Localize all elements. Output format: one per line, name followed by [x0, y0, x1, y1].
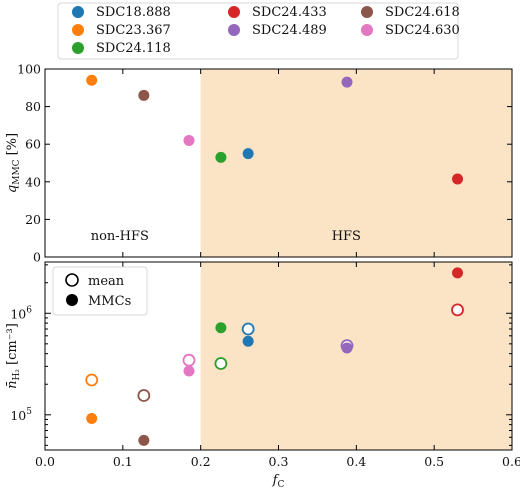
x-tick-label: 0.5 — [424, 454, 444, 469]
legend: SDC18.888 SDC24.433 SDC24.618 SDC23.367 SDC2… — [57, 2, 460, 60]
mmc-point-sdc24.118 — [215, 322, 227, 334]
mmc-point-sdc24.630 — [183, 365, 195, 377]
data-point-sdc24.433 — [452, 173, 464, 185]
y-tick-exponent: 6 — [26, 305, 32, 315]
mmc-point-sdc24.489 — [341, 342, 353, 354]
legend-label: SDC18.888 — [96, 5, 171, 20]
mmc-point-sdc24.433 — [452, 267, 464, 279]
hfs-shaded-region-top — [200, 69, 512, 257]
mean-point-sdc18.888 — [241, 322, 255, 336]
mean-point-sdc24.433 — [451, 303, 464, 317]
y-tick-label-top: 0 — [33, 250, 41, 265]
mean-point-sdc24.630 — [182, 353, 196, 367]
y-tick-label-bottom: 106 — [10, 305, 32, 321]
y-tick-label-top: 40 — [25, 174, 41, 189]
y-label-bottom-unit: [cm⁻³] — [5, 323, 20, 365]
mean-open-marker — [65, 273, 79, 287]
region-label-hfs: HFS — [332, 229, 361, 244]
y-label-bottom-sub: H₂ — [12, 369, 22, 381]
panel-top: non-HFS HFS 0 20 40 60 80 100 qMMC [%] — [5, 62, 513, 265]
mean-point-sdc23.367 — [85, 373, 99, 387]
y-tick-label-bottom: 105 — [10, 407, 32, 423]
data-point-sdc24.630 — [183, 134, 195, 146]
legend-marker — [72, 6, 84, 18]
legend-label: SDC24.433 — [252, 5, 327, 20]
axes-frame-bottom — [44, 261, 513, 451]
legend-label: SDC24.489 — [252, 23, 327, 38]
legend-marker — [361, 24, 373, 36]
y-label-top-symbol: q — [5, 185, 20, 193]
y-tick-label-top: 100 — [17, 62, 41, 77]
legend-marker — [361, 6, 373, 18]
y-tick-label-top: 60 — [25, 137, 41, 152]
legend-label: SDC23.367 — [96, 23, 171, 38]
x-tick-label: 0.2 — [191, 454, 211, 469]
y-axis-label-bottom: n̄H₂ [cm⁻³] — [5, 323, 22, 389]
panel-bottom: 105 106 0.0 0.1 0.2 0.3 0.4 0.5 0.6 mean MMCs n… — [5, 69, 520, 489]
data-point-sdc24.118 — [215, 151, 227, 163]
x-axis-label: fC — [272, 473, 285, 489]
legend-label: SDC24.630 — [385, 23, 460, 38]
region-label-non-hfs: non-HFS — [91, 229, 149, 244]
x-label-symbol: f — [272, 473, 280, 488]
x-tick-label: 0.3 — [269, 454, 289, 469]
y-label-bottom-symbol: n̄ — [5, 380, 20, 388]
y-tick-exponent: 5 — [26, 407, 32, 417]
marker-legend-mmcs: MMCs — [88, 294, 131, 309]
mmc-point-sdc24.618 — [138, 434, 150, 446]
legend-marker — [228, 24, 240, 36]
x-tick-label: 0.1 — [113, 454, 133, 469]
marker-legend: mean MMCs — [52, 266, 148, 316]
legend-label: SDC24.618 — [385, 5, 460, 20]
legend-frame — [57, 2, 459, 60]
x-tick-label: 0.6 — [502, 454, 520, 469]
mmc-point-sdc23.367 — [86, 412, 98, 424]
hfs-shaded-region-bottom — [200, 262, 512, 450]
data-point-sdc24.618 — [138, 89, 150, 101]
x-tick-label: 0.4 — [346, 454, 366, 469]
data-point-sdc18.888 — [242, 148, 254, 160]
mmc-point-sdc18.888 — [242, 335, 254, 347]
x-tick-label: 0.0 — [35, 454, 55, 469]
y-axis-label-top: qMMC [%] — [5, 133, 22, 193]
data-point-sdc23.367 — [86, 74, 98, 86]
mean-point-sdc24.118 — [214, 357, 228, 370]
legend-label: SDC24.118 — [96, 41, 171, 56]
x-label-sub: C — [277, 480, 284, 489]
marker-legend-mean: mean — [88, 274, 125, 289]
y-tick-label-top: 80 — [25, 99, 41, 114]
y-label-top-unit: [%] — [5, 133, 20, 156]
mean-point-sdc24.618 — [137, 389, 151, 402]
y-label-top-sub: MMC — [12, 159, 22, 184]
y-tick-label-top: 20 — [25, 212, 41, 227]
mmc-filled-marker — [66, 294, 78, 306]
data-point-sdc24.489 — [341, 76, 353, 88]
legend-marker — [72, 24, 84, 36]
legend-marker — [72, 42, 84, 54]
legend-marker — [228, 6, 240, 18]
